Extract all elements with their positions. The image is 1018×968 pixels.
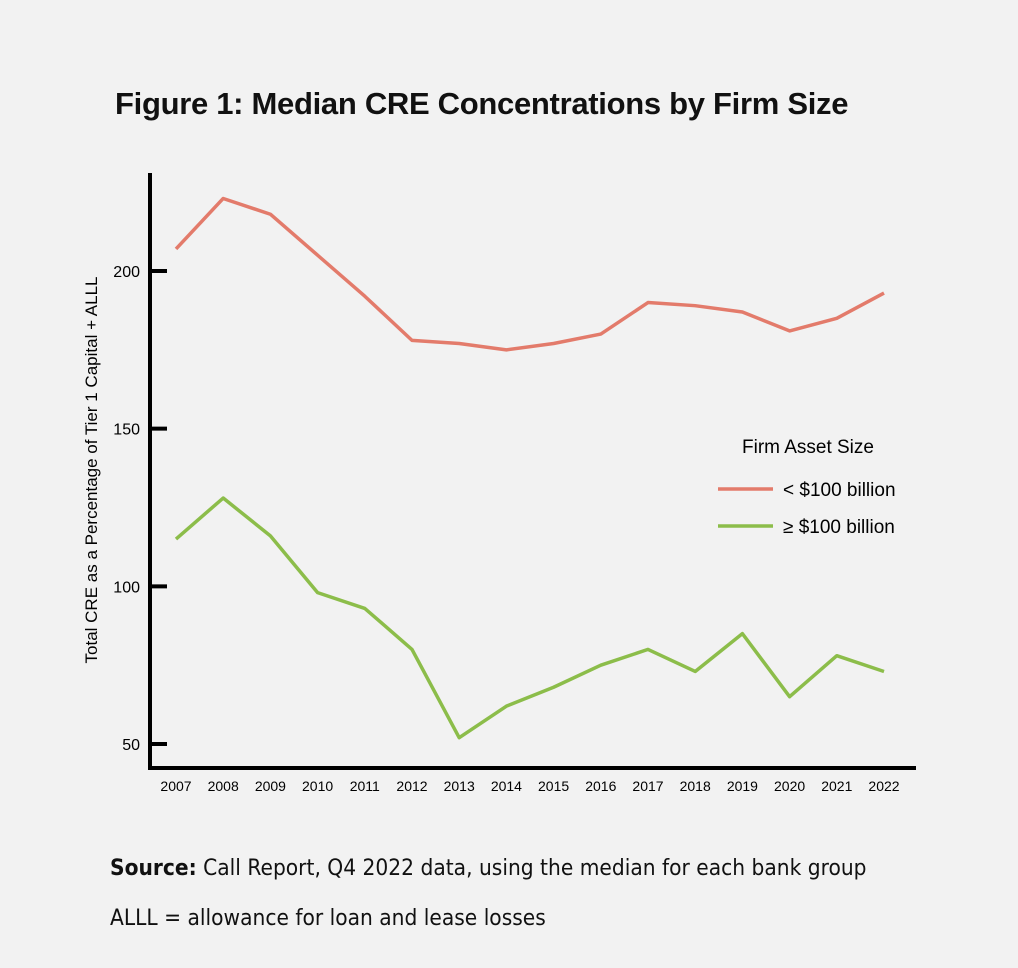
x-tick-label: 2011 xyxy=(350,778,380,794)
x-tick-label: 2009 xyxy=(255,778,286,794)
chart-title: Figure 1: Median CRE Concentrations by F… xyxy=(115,86,849,121)
x-tick-label: 2017 xyxy=(632,778,663,794)
x-tick-label: 2016 xyxy=(585,778,616,794)
legend-label: < $100 billion xyxy=(783,480,896,501)
x-tick-label: 2022 xyxy=(868,778,899,794)
y-tick-label: 50 xyxy=(122,737,140,754)
y-tick-label: 200 xyxy=(113,264,140,281)
alll-note: ALLL = allowance for loan and lease loss… xyxy=(110,906,546,931)
x-tick-label: 2013 xyxy=(444,778,475,794)
x-tick-label: 2014 xyxy=(491,778,522,794)
x-tick-label: 2007 xyxy=(160,778,191,794)
x-tick-label: 2008 xyxy=(208,778,239,794)
x-tick-label: 2018 xyxy=(680,778,711,794)
x-tick-label: 2010 xyxy=(302,778,333,794)
x-tick-label: 2020 xyxy=(774,778,805,794)
legend-title: Firm Asset Size xyxy=(742,437,874,458)
series-line-1 xyxy=(174,196,885,352)
x-tick-label: 2012 xyxy=(396,778,427,794)
line-chart: 50 100 150 200 2007 2008 2009 2010 2011 2012 2013 2… xyxy=(82,173,916,794)
source-label: Source: xyxy=(110,856,197,881)
source-note: Source: Call Report, Q4 2022 data, using… xyxy=(110,856,867,881)
y-axis-label: Total CRE as a Percentage of Tier 1 Capi… xyxy=(82,277,101,664)
x-tick-label: 2021 xyxy=(821,778,852,794)
y-tick-label: 150 xyxy=(113,422,140,439)
x-tick-label: 2015 xyxy=(538,778,569,794)
legend-label: ≥ $100 billion xyxy=(783,517,895,538)
series-line-2 xyxy=(174,496,885,740)
x-tick-label: 2019 xyxy=(727,778,758,794)
source-text: Call Report, Q4 2022 data, using the med… xyxy=(196,856,867,881)
y-tick-label: 100 xyxy=(113,579,140,596)
